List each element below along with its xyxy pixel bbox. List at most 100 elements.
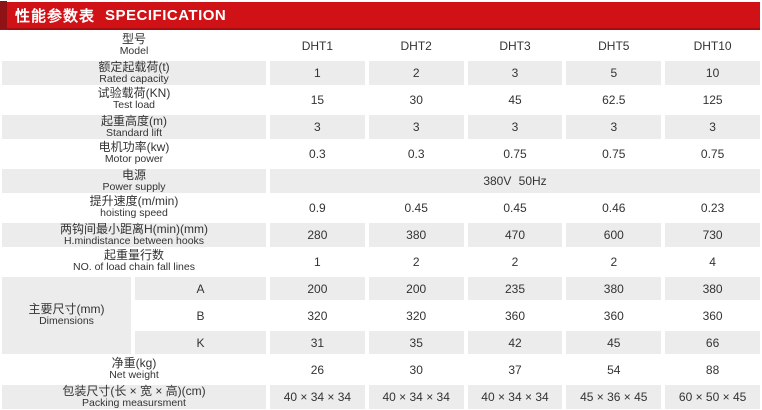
- value-cell: 360: [603, 308, 624, 323]
- value-cell: 0.9: [309, 200, 326, 215]
- value-cell: DHT5: [598, 38, 630, 53]
- value-cell: 3: [366, 113, 466, 142]
- value-cell: 66: [663, 329, 762, 356]
- value-cell: 1: [314, 254, 321, 269]
- row-label: 型号 Model: [0, 32, 268, 59]
- row-label-en: Motor power: [104, 153, 164, 166]
- value-cell: 5: [564, 59, 664, 88]
- value-cell: DHT10: [693, 38, 732, 53]
- value-cell: 54: [607, 362, 621, 377]
- value-cell: 235: [465, 275, 565, 302]
- row-label-en: Packing measursment: [82, 396, 186, 409]
- value-cell: 37: [508, 362, 522, 377]
- dim-key-K: K: [133, 329, 268, 356]
- value-cell: 320: [307, 308, 328, 323]
- value-cell: 360: [702, 308, 723, 323]
- value-cell: 62.5: [602, 92, 626, 107]
- value-cell: 2: [366, 59, 466, 88]
- row-test-load: 试验载荷(KN) Test load 15 30 45 62.5 125: [0, 86, 762, 113]
- value-cell: 2: [511, 254, 519, 269]
- value-cell: 0.75: [602, 146, 626, 161]
- row-label-en: Power supply: [102, 180, 166, 193]
- value-cell: 360: [504, 308, 525, 323]
- row-hoisting-speed: 提升速度(m/min) hoisting speed 0.9 0.45 0.45…: [0, 194, 762, 221]
- value-cell: 380: [366, 221, 466, 250]
- row-label-en: Test load: [112, 99, 156, 112]
- value-cell: 3: [465, 113, 565, 142]
- row-label: 起重量行数 NO. of load chain fall lines: [0, 248, 268, 275]
- value-cell: 0.75: [503, 146, 527, 161]
- value-cell: 26: [310, 362, 325, 377]
- value-cell: 2: [412, 254, 420, 269]
- header-bar: 性能参数表 SPECIFICATION: [0, 1, 760, 30]
- value-cell: 40 × 34 × 34: [268, 383, 367, 410]
- row-label: 电源 Power supply: [0, 167, 268, 196]
- value-cell: 35: [366, 329, 466, 356]
- row-label-cn: 主要尺寸(mm): [28, 302, 105, 317]
- value-cell: 40 × 34 × 34: [366, 383, 466, 410]
- row-label: 包装尺寸(长 × 宽 × 高)(cm) Packing measursment: [0, 383, 268, 410]
- row-label-cn: 提升速度(m/min): [89, 194, 179, 209]
- value-cell: 31: [268, 329, 367, 356]
- row-standard-lift: 起重高度(m) Standard lift 3 3 3 3 3: [0, 113, 762, 142]
- row-min-distance-hooks: 两钩间最小距离H(min)(mm) H.mindistance between …: [0, 221, 762, 250]
- row-label-en: Net weight: [109, 369, 159, 382]
- row-power-supply: 电源 Power supply 380V 50Hz: [0, 167, 762, 196]
- row-label: 净重(kg) Net weight: [0, 356, 268, 383]
- value-cell: 600: [564, 221, 664, 250]
- value-cell: 60 × 50 × 45: [663, 383, 762, 410]
- row-label: 电机功率(kw) Motor power: [0, 140, 268, 167]
- row-label-cn: 电机功率(kw): [98, 140, 170, 155]
- row-label-cn: 额定起载荷(t): [98, 60, 170, 74]
- dimensions-label: 主要尺寸(mm) Dimensions: [0, 275, 133, 356]
- value-cell: 730: [663, 221, 762, 250]
- value-cell: 0.3: [407, 146, 425, 161]
- value-cell: 2: [610, 254, 618, 269]
- value-cell: 42: [465, 329, 565, 356]
- row-motor-power: 电机功率(kw) Motor power 0.3 0.3 0.75 0.75 0…: [0, 140, 762, 167]
- row-label-en: H.mindistance between hooks: [63, 234, 205, 247]
- value-cell: 0.3: [309, 146, 326, 161]
- value-cell: 3: [564, 113, 664, 142]
- row-label-cn: 净重(kg): [111, 356, 157, 371]
- row-label-cn: 型号: [121, 32, 146, 47]
- value-cell: 3: [268, 113, 367, 142]
- row-packing: 包装尺寸(长 × 宽 × 高)(cm) Packing measursment …: [0, 383, 762, 410]
- row-label-cn: 起重量行数: [103, 248, 164, 263]
- spec-table: 型号 Model DHT1 DHT2 DHT3 DHT5 DHT10 额定起载荷…: [0, 32, 762, 410]
- value-cell: 380: [663, 275, 762, 302]
- row-label-en: Dimensions: [39, 315, 94, 328]
- row-label-cn: 电源: [121, 168, 146, 182]
- value-cell: 470: [465, 221, 565, 250]
- value-cell: 3: [663, 113, 762, 142]
- header-accent-block: [0, 1, 7, 29]
- value-cell: 200: [366, 275, 466, 302]
- value-cell-merged: 380V 50Hz: [268, 167, 762, 196]
- value-cell: 4: [709, 254, 716, 269]
- value-cell: 40 × 34 × 34: [465, 383, 565, 410]
- row-model: 型号 Model DHT1 DHT2 DHT3 DHT5 DHT10: [0, 32, 762, 59]
- value-cell: 125: [702, 92, 723, 107]
- value-cell: 0.45: [404, 200, 428, 215]
- dim-key-A: A: [133, 275, 268, 302]
- value-cell: 15: [310, 92, 325, 107]
- row-label: 两钩间最小距离H(min)(mm) H.mindistance between …: [0, 221, 268, 250]
- row-label-en: hoisting speed: [100, 207, 168, 220]
- value-cell: 0.45: [503, 200, 527, 215]
- value-cell: 88: [705, 362, 720, 377]
- row-label-en: Rated capacity: [99, 72, 169, 85]
- value-cell: DHT2: [400, 38, 432, 53]
- value-cell: DHT1: [301, 38, 334, 53]
- value-cell: 280: [268, 221, 367, 250]
- row-label: 起重高度(m) Standard lift: [0, 113, 268, 142]
- value-cell: 45: [564, 329, 664, 356]
- row-label-cn: 两钩间最小距离H(min)(mm): [60, 222, 208, 236]
- row-label-en: Model: [119, 45, 149, 58]
- dim-key-B: B: [196, 308, 205, 323]
- row-label-cn: 包装尺寸(长 × 宽 × 高)(cm): [62, 384, 206, 398]
- value-cell: DHT3: [499, 38, 531, 53]
- value-cell: 10: [663, 59, 762, 88]
- value-cell: 200: [268, 275, 367, 302]
- value-cell: 30: [409, 362, 423, 377]
